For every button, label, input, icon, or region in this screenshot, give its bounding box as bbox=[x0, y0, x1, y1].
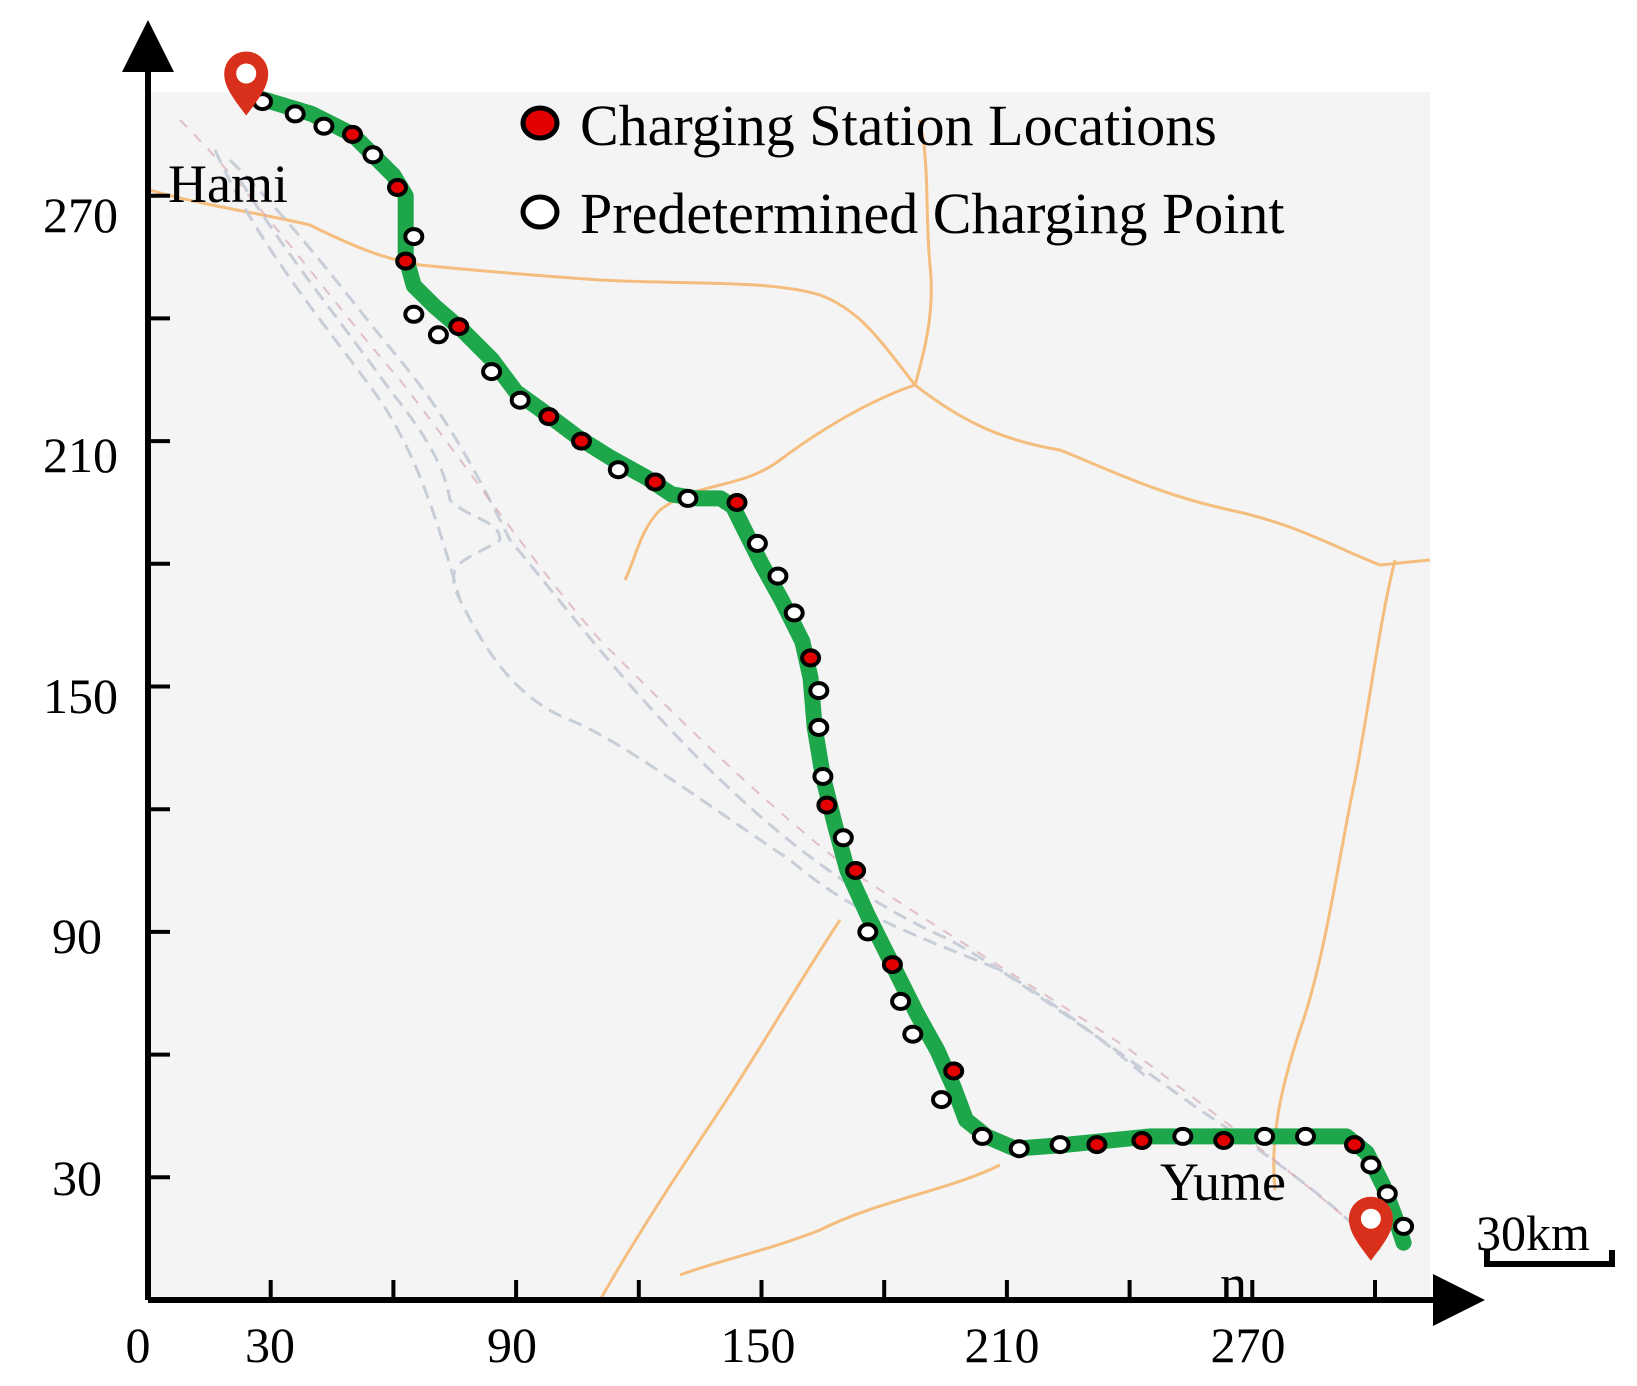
charging-station bbox=[1086, 1135, 1108, 1155]
predetermined-charging-point bbox=[1295, 1126, 1316, 1146]
x-tick-label-30: 30 bbox=[245, 1317, 295, 1373]
charging-station bbox=[395, 251, 417, 271]
charging-station bbox=[943, 1061, 965, 1081]
legend-point-symbol bbox=[520, 194, 560, 230]
predetermined-charging-point bbox=[857, 922, 879, 942]
charging-stations-layer bbox=[342, 124, 1365, 1155]
predetermined-charging-point bbox=[783, 603, 805, 623]
scale-bar: 30km bbox=[1476, 1205, 1615, 1267]
charging-station bbox=[800, 648, 822, 668]
predetermined-charging-point bbox=[403, 304, 425, 324]
x-tick-label-270: 270 bbox=[1211, 1317, 1286, 1373]
predetermined-charging-point bbox=[808, 717, 830, 737]
predetermined-charging-point bbox=[481, 362, 503, 382]
map-background bbox=[148, 92, 1430, 1300]
predetermined-charging-point bbox=[812, 767, 834, 786]
predetermined-charging-point bbox=[1172, 1126, 1194, 1146]
predetermined-charging-point bbox=[1360, 1155, 1382, 1175]
road-segment bbox=[623, 383, 916, 581]
predetermined-charging-point bbox=[607, 460, 629, 480]
charging-station bbox=[387, 178, 408, 197]
charging-station bbox=[845, 861, 867, 880]
predetermined-charging-point bbox=[1393, 1216, 1415, 1236]
road-segment bbox=[149, 188, 1431, 567]
y-tick-label-270: 270 bbox=[43, 187, 118, 243]
scale-bar-label: 30km bbox=[1476, 1205, 1590, 1261]
predetermined-charging-point bbox=[403, 227, 425, 247]
charging-station bbox=[1344, 1135, 1365, 1155]
charging-station bbox=[816, 795, 838, 815]
predetermined-charging-point bbox=[808, 681, 830, 701]
x-tick-label-150: 150 bbox=[721, 1317, 796, 1373]
predetermined-charging-point bbox=[677, 488, 699, 508]
y-tick-label-30: 30 bbox=[52, 1150, 102, 1206]
predetermined-charging-point bbox=[767, 566, 789, 586]
predetermined-charging-point bbox=[1049, 1135, 1071, 1155]
road-layer bbox=[149, 119, 1431, 1301]
x-tick-label-90: 90 bbox=[487, 1317, 537, 1373]
predetermined-charging-point bbox=[1376, 1184, 1398, 1204]
predetermined-charging-point bbox=[427, 325, 449, 345]
y-axis-ticks bbox=[148, 193, 170, 1180]
predetermined-charging-point bbox=[746, 533, 768, 553]
predetermined-charging-point bbox=[284, 104, 306, 124]
x-axis-arrow-icon bbox=[1433, 1274, 1485, 1326]
charging-station bbox=[881, 955, 903, 975]
predetermined-charging-point bbox=[1008, 1139, 1030, 1159]
y-tick-label-150: 150 bbox=[43, 668, 118, 724]
predetermined-charging-point bbox=[313, 116, 335, 136]
y-axis-arrow-icon bbox=[122, 20, 174, 72]
road-segment bbox=[1272, 559, 1397, 1191]
rail-detail bbox=[179, 119, 1361, 1231]
legend: Charging Station Locations Predetermined… bbox=[520, 93, 1285, 246]
x-axis-ticks bbox=[268, 1280, 1377, 1300]
rail-layer bbox=[213, 149, 1382, 1252]
x-tick-label-0: 0 bbox=[126, 1317, 151, 1373]
rail-segment bbox=[213, 149, 1382, 1252]
y-tick-label-90: 90 bbox=[52, 908, 102, 964]
predetermined-charging-point bbox=[1254, 1126, 1276, 1146]
y-tick-labels: 30 90 150 210 270 bbox=[43, 187, 118, 1206]
predetermined-points-layer bbox=[252, 92, 1415, 1236]
charging-station bbox=[644, 472, 666, 492]
rail-detail-layer bbox=[179, 119, 1361, 1231]
hami-location-pin-icon bbox=[224, 51, 269, 116]
y-tick-label-210: 210 bbox=[43, 427, 118, 483]
charging-station bbox=[571, 431, 592, 451]
yumen-location-pin-icon bbox=[1348, 1196, 1393, 1261]
rail-segment bbox=[228, 158, 1151, 1082]
road-segment bbox=[913, 119, 933, 386]
charging-station bbox=[342, 124, 363, 144]
road-segment bbox=[679, 1163, 1001, 1277]
predetermined-charging-point bbox=[362, 145, 384, 165]
road-segment bbox=[598, 919, 842, 1301]
scale-bar-line bbox=[1484, 1250, 1615, 1267]
city-label-hami: Hami bbox=[168, 154, 288, 214]
charging-station bbox=[1131, 1131, 1153, 1150]
charging-station bbox=[1213, 1131, 1235, 1150]
charging-station bbox=[538, 407, 560, 427]
charging-station bbox=[448, 317, 470, 337]
predetermined-charging-point bbox=[971, 1126, 993, 1146]
x-tick-label-210: 210 bbox=[965, 1317, 1040, 1373]
legend-station-label: Charging Station Locations bbox=[580, 93, 1217, 158]
axes bbox=[122, 20, 1485, 1326]
city-label-yumen-line2: n bbox=[1220, 1254, 1247, 1314]
predetermined-charging-point bbox=[890, 991, 912, 1011]
rail-segment bbox=[238, 179, 502, 601]
predetermined-charging-point bbox=[509, 390, 531, 410]
legend-station-symbol bbox=[520, 105, 560, 141]
predetermined-charging-point bbox=[902, 1024, 924, 1044]
x-tick-labels: 0 30 90 150 210 270 bbox=[126, 1317, 1286, 1373]
charging-station bbox=[726, 493, 748, 512]
city-label-yumen-line1: Yume bbox=[1160, 1152, 1286, 1212]
legend-point-label: Predetermined Charging Point bbox=[580, 181, 1285, 246]
predetermined-charging-point bbox=[931, 1090, 952, 1110]
predetermined-charging-point bbox=[832, 828, 854, 848]
